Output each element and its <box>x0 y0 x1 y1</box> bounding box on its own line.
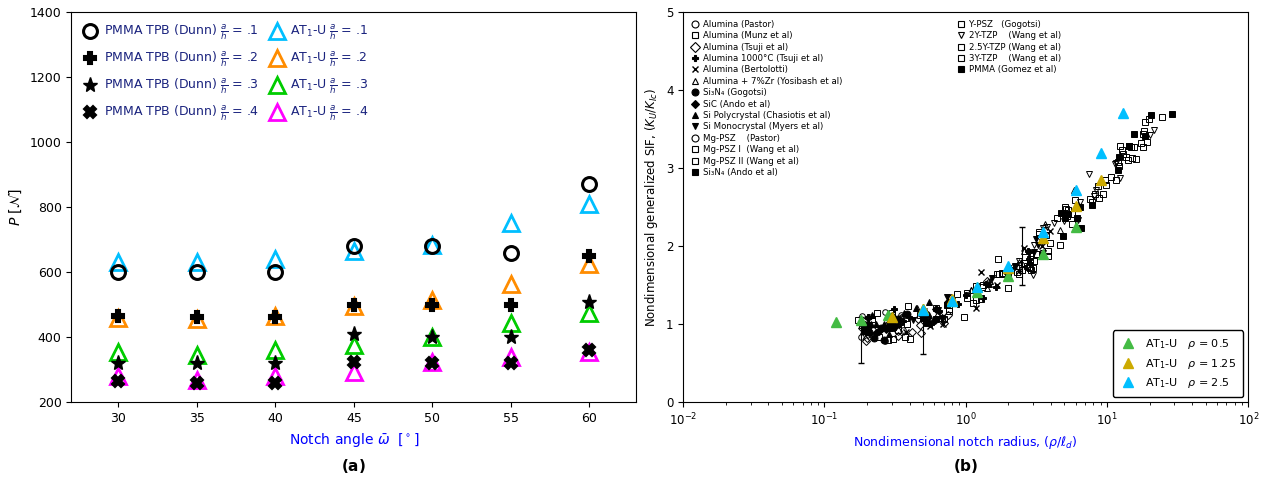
Text: $\mathbf{(b)}$: $\mathbf{(b)}$ <box>953 457 979 475</box>
Y-axis label: $P$ $[\mathcal{N}]$: $P$ $[\mathcal{N}]$ <box>6 188 24 226</box>
Text: $\mathbf{(a)}$: $\mathbf{(a)}$ <box>342 457 366 475</box>
Legend: PMMA TPB (Dunn) $\frac{a}{h}$ = .1, PMMA TPB (Dunn) $\frac{a}{h}$ = .2, PMMA TPB: PMMA TPB (Dunn) $\frac{a}{h}$ = .1, PMMA… <box>77 18 373 129</box>
X-axis label: Notch angle $\bar{\omega}$  $[^\circ]$: Notch angle $\bar{\omega}$ $[^\circ]$ <box>289 431 419 449</box>
Y-axis label: Nondimensional generalized SIF, $(K_U/K_{Ic})$: Nondimensional generalized SIF, $(K_U/K_… <box>643 88 661 327</box>
Legend: AT$_1$-U   $\rho$ = 0.5, AT$_1$-U   $\rho$ = 1.25, AT$_1$-U   $\rho$ = 2.5: AT$_1$-U $\rho$ = 0.5, AT$_1$-U $\rho$ =… <box>1113 331 1243 397</box>
X-axis label: Nondimensional notch radius, $(\rho/\ell_d)$: Nondimensional notch radius, $(\rho/\ell… <box>853 434 1079 451</box>
